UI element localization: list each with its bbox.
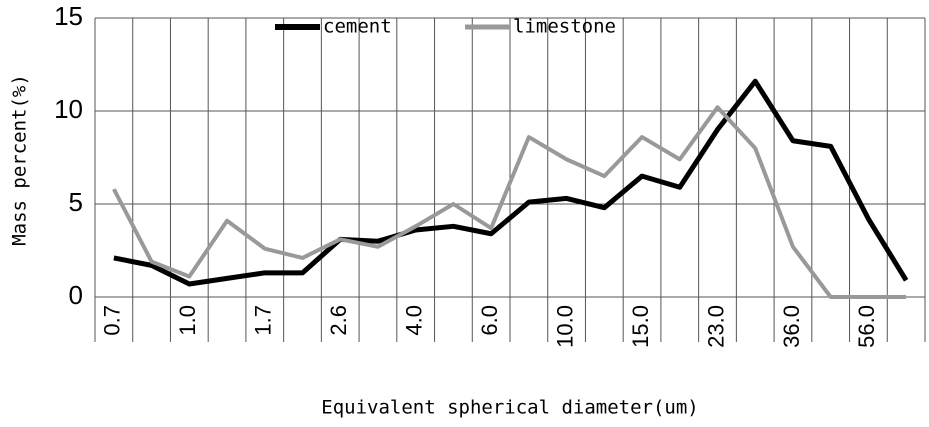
series-line: [113, 78, 909, 287]
x-tick-label: 1.7: [251, 305, 276, 336]
y-tick-label: 15: [54, 1, 83, 31]
x-axis-label: Equivalent spherical diameter(um): [321, 397, 699, 419]
y-tick-label: 5: [69, 187, 83, 217]
legend-label: limestone: [513, 16, 616, 38]
series-line: [112, 105, 907, 299]
legend-label: cement: [323, 16, 392, 38]
x-tick-label: 0.7: [100, 305, 125, 336]
x-tick-label: 1.0: [175, 305, 200, 336]
x-tick-label: 15.0: [628, 305, 653, 348]
y-axis-label: Mass percent(%): [9, 74, 31, 246]
x-tick-label: 36.0: [779, 305, 804, 348]
x-tick-label: 10.0: [552, 305, 577, 348]
x-tick-label: 4.0: [401, 305, 426, 336]
x-tick-label: 2.6: [326, 305, 351, 336]
x-tick-label: 56.0: [854, 305, 879, 348]
x-tick-label: 23.0: [703, 305, 728, 348]
x-tick-label: 6.0: [477, 305, 502, 336]
y-tick-label: 0: [69, 280, 83, 310]
y-tick-label: 10: [54, 94, 83, 124]
